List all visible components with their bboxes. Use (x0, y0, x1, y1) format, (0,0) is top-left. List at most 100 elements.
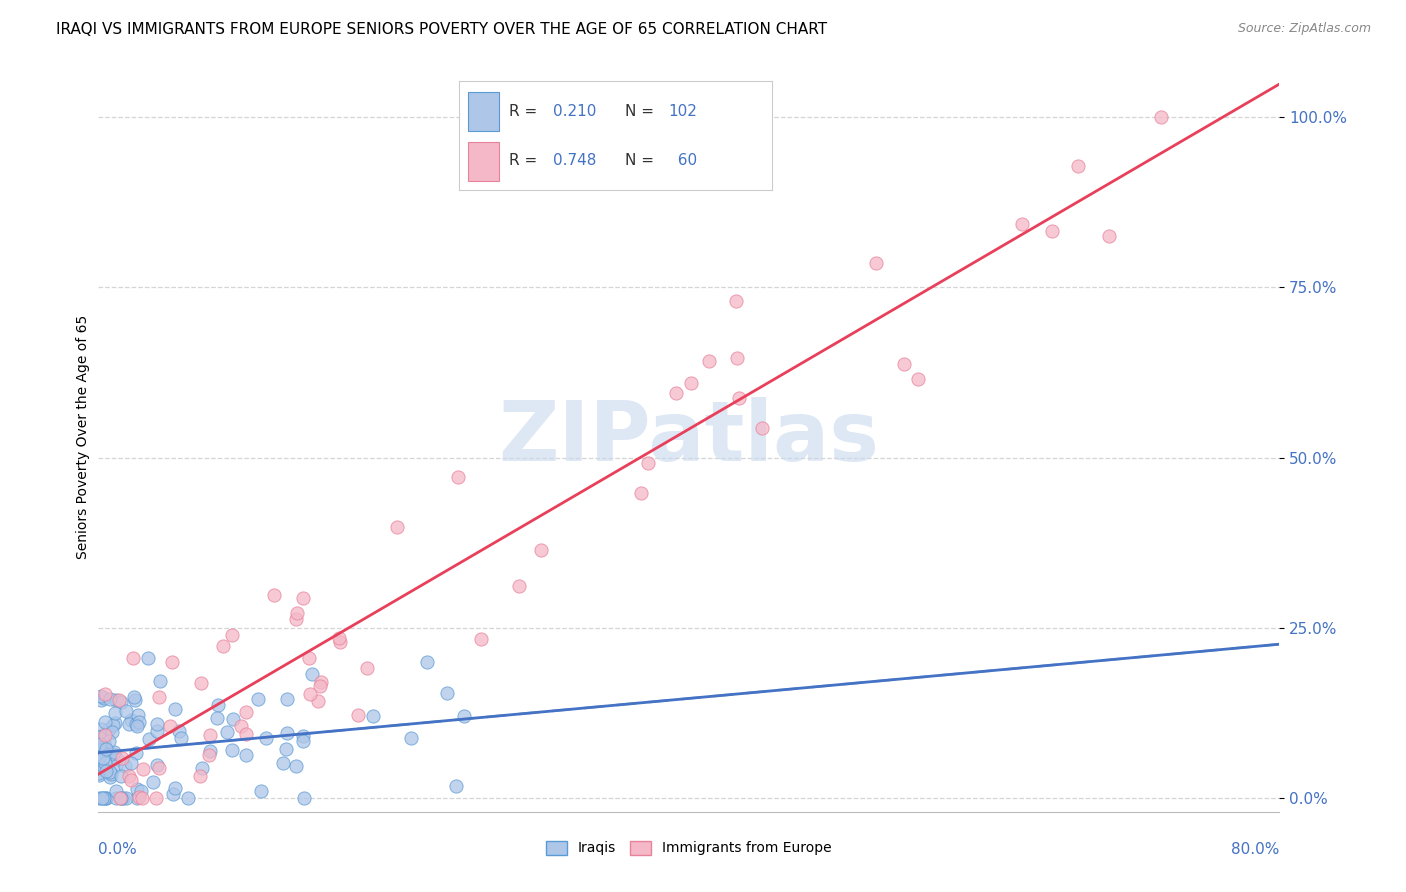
Text: Source: ZipAtlas.com: Source: ZipAtlas.com (1237, 22, 1371, 36)
Point (142, 775, 165, 789)
Text: ZIPatlas: ZIPatlas (499, 397, 879, 477)
Point (298, 687, 321, 701)
Point (159, 718, 181, 732)
Point (124, 747, 146, 761)
Point (198, 728, 221, 742)
Point (108, 791, 131, 805)
Point (105, 693, 128, 707)
Text: 0.0%: 0.0% (98, 842, 138, 856)
Point (110, 791, 132, 805)
Point (91, 729, 114, 743)
Point (250, 784, 273, 798)
Point (93, 690, 115, 705)
Point (247, 692, 270, 706)
Point (308, 694, 330, 708)
Point (127, 782, 149, 797)
Point (285, 612, 308, 626)
Point (387, 520, 409, 534)
Point (292, 734, 315, 748)
Point (1150, 110, 1173, 124)
Point (292, 791, 315, 805)
Point (89, 737, 111, 751)
Point (87, 766, 110, 780)
Point (112, 791, 135, 805)
Point (145, 791, 167, 805)
Point (103, 745, 125, 759)
Point (98, 765, 121, 780)
Point (508, 579, 530, 593)
Point (453, 709, 475, 723)
Point (1040, 223, 1063, 237)
Point (284, 758, 307, 772)
Point (108, 693, 131, 707)
Point (125, 791, 148, 805)
Point (94, 714, 117, 729)
Point (177, 791, 200, 805)
Point (96, 791, 118, 805)
Point (131, 791, 153, 805)
Point (103, 747, 125, 761)
Point (128, 715, 150, 730)
Point (120, 713, 142, 727)
Point (665, 386, 688, 401)
Point (298, 650, 321, 665)
Point (308, 679, 330, 693)
Point (104, 715, 127, 730)
Point (90, 690, 112, 704)
Point (104, 706, 127, 721)
Point (328, 632, 350, 646)
Point (679, 376, 702, 390)
Point (170, 731, 193, 745)
Point (118, 769, 141, 783)
Point (93, 750, 115, 764)
Point (1098, 229, 1121, 244)
Point (191, 761, 214, 775)
Point (200, 744, 222, 758)
Legend: Iraqis, Immigrants from Europe: Iraqis, Immigrants from Europe (540, 835, 838, 861)
Point (212, 639, 235, 653)
Point (122, 690, 145, 705)
Point (198, 748, 221, 763)
Point (98, 770, 121, 784)
Point (311, 675, 333, 690)
Point (167, 724, 190, 739)
Point (1067, 160, 1090, 174)
Point (292, 729, 315, 743)
Point (98, 691, 121, 706)
Point (215, 724, 238, 739)
Point (136, 651, 159, 665)
Point (697, 353, 720, 368)
Point (254, 731, 277, 745)
Point (301, 666, 323, 681)
Point (416, 655, 439, 669)
Point (105, 783, 128, 797)
Point (276, 726, 298, 740)
Point (163, 780, 186, 795)
Point (93, 688, 115, 702)
Point (893, 357, 915, 371)
Point (93, 791, 115, 805)
Point (110, 791, 132, 805)
Point (93, 761, 115, 775)
Point (94, 742, 117, 756)
Point (90, 723, 112, 737)
Point (127, 708, 149, 723)
Point (160, 655, 183, 669)
Point (89, 768, 111, 782)
Point (229, 719, 252, 733)
Point (104, 759, 127, 773)
Point (132, 762, 155, 776)
Point (128, 789, 150, 804)
Point (87, 750, 110, 764)
Point (263, 588, 285, 602)
Point (111, 751, 134, 765)
Point (122, 650, 145, 665)
Point (146, 723, 169, 738)
Point (120, 772, 142, 787)
Point (725, 351, 748, 365)
Text: 80.0%: 80.0% (1232, 842, 1279, 856)
Point (89, 791, 111, 805)
Point (1011, 217, 1033, 231)
Point (105, 752, 128, 766)
Point (93, 744, 115, 758)
